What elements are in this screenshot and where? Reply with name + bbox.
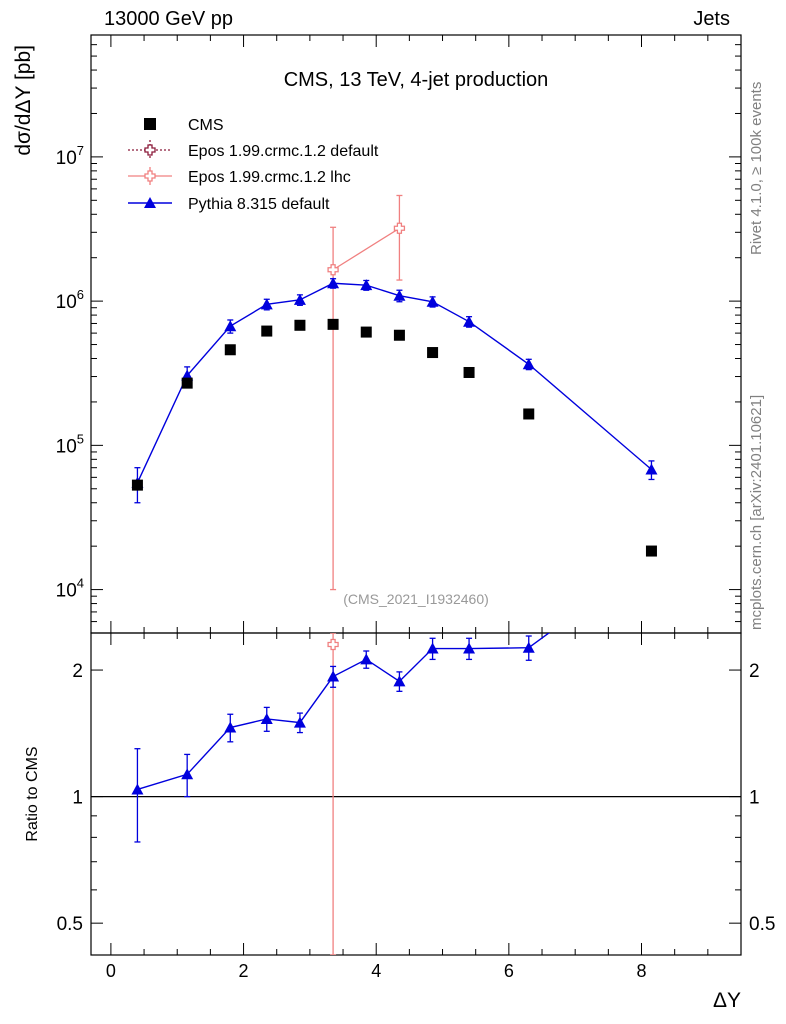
ratio-y-tick-label: 1 <box>72 788 83 809</box>
cms-data-point <box>224 344 236 356</box>
pythia-point <box>360 279 373 291</box>
cms-data-point <box>131 479 143 491</box>
pythia-point <box>522 358 535 370</box>
cms-data-point <box>393 329 405 341</box>
pythia-point <box>327 277 340 289</box>
x-axis-label: ΔY <box>713 989 741 1012</box>
x-tick-label: 0 <box>106 961 116 981</box>
epos-lhc-point <box>327 264 339 276</box>
ratio-y-tick-label-right: 1 <box>749 788 760 809</box>
pythia-point <box>260 298 273 310</box>
pythia-ratio-point <box>426 642 439 654</box>
legend-marker-epos-lhc <box>144 170 156 182</box>
cms-data-point <box>294 319 306 331</box>
epos-lhc-ratio-point <box>327 638 339 651</box>
x-tick-label: 4 <box>371 961 381 981</box>
pythia-ratio-point <box>463 642 476 654</box>
epos-lhc-point <box>393 222 406 234</box>
y-axis-label: dσ/dΔY [pb] <box>12 45 35 156</box>
pythia-point <box>224 320 237 332</box>
epos-lhc-line <box>332 227 400 271</box>
pythia-ratio-point <box>522 641 535 653</box>
ratio-y-tick-label: 2 <box>72 661 83 682</box>
legend-marker-epos-default <box>144 144 156 156</box>
ratio-y-tick-label: 0.5 <box>57 914 83 935</box>
cms-data-point <box>463 366 475 378</box>
chart-title: CMS, 13 TeV, 4-jet production <box>284 69 549 91</box>
legend-label: Epos 1.99.crmc.1.2 default <box>188 143 379 160</box>
y-tick-label: 105 <box>56 431 84 457</box>
pythia-ratio-point <box>260 712 273 724</box>
y-tick-label: 107 <box>56 143 84 169</box>
pythia-ratio-point <box>327 670 340 682</box>
cms-data-point <box>360 326 372 338</box>
pythia-point <box>645 463 658 475</box>
legend-label: Pythia 8.315 default <box>188 196 330 213</box>
ratio-y-tick-label-right: 2 <box>749 661 760 682</box>
legend-label: Epos 1.99.crmc.1.2 lhc <box>188 169 351 186</box>
y-tick-label: 106 <box>56 287 84 313</box>
pythia-point <box>393 289 406 301</box>
ratio-plot-frame <box>90 632 742 956</box>
cms-data-point <box>181 377 193 389</box>
x-tick-label: 8 <box>637 961 647 981</box>
legend-marker-cms <box>144 118 156 130</box>
pythia-point <box>293 293 306 305</box>
main-series-group <box>131 194 658 591</box>
pythia-line <box>136 282 652 484</box>
x-tick-label: 6 <box>504 961 514 981</box>
y-tick-label: 104 <box>56 576 84 602</box>
legend-marker-pythia <box>144 197 156 208</box>
pythia-ratio-point <box>131 783 144 795</box>
ratio-y-axis-label: Ratio to CMS <box>24 746 41 841</box>
cms-data-point <box>327 318 339 330</box>
cms-data-point <box>261 325 273 337</box>
cms-data-point <box>645 545 657 557</box>
pythia-ratio-point <box>224 721 237 733</box>
pythia-ratio-point <box>360 653 373 665</box>
category-label: Jets <box>693 8 730 30</box>
process-label: 13000 GeV pp <box>104 8 233 30</box>
pythia-point <box>463 315 476 327</box>
cms-data-point <box>523 408 535 420</box>
cms-data-point <box>427 347 439 359</box>
pythia-ratio-point <box>181 768 194 780</box>
ratio-series-group <box>131 633 551 955</box>
pythia-point <box>426 295 439 307</box>
pythia-ratio-point <box>393 675 406 687</box>
analysis-tag: (CMS_2021_I1932460) <box>343 591 489 607</box>
ratio-y-tick-label-right: 0.5 <box>749 914 775 935</box>
legend-label: CMS <box>188 117 224 134</box>
pythia-ratio-point <box>293 716 306 728</box>
x-tick-label: 2 <box>239 961 249 981</box>
pythia-ratio-line <box>137 633 551 791</box>
